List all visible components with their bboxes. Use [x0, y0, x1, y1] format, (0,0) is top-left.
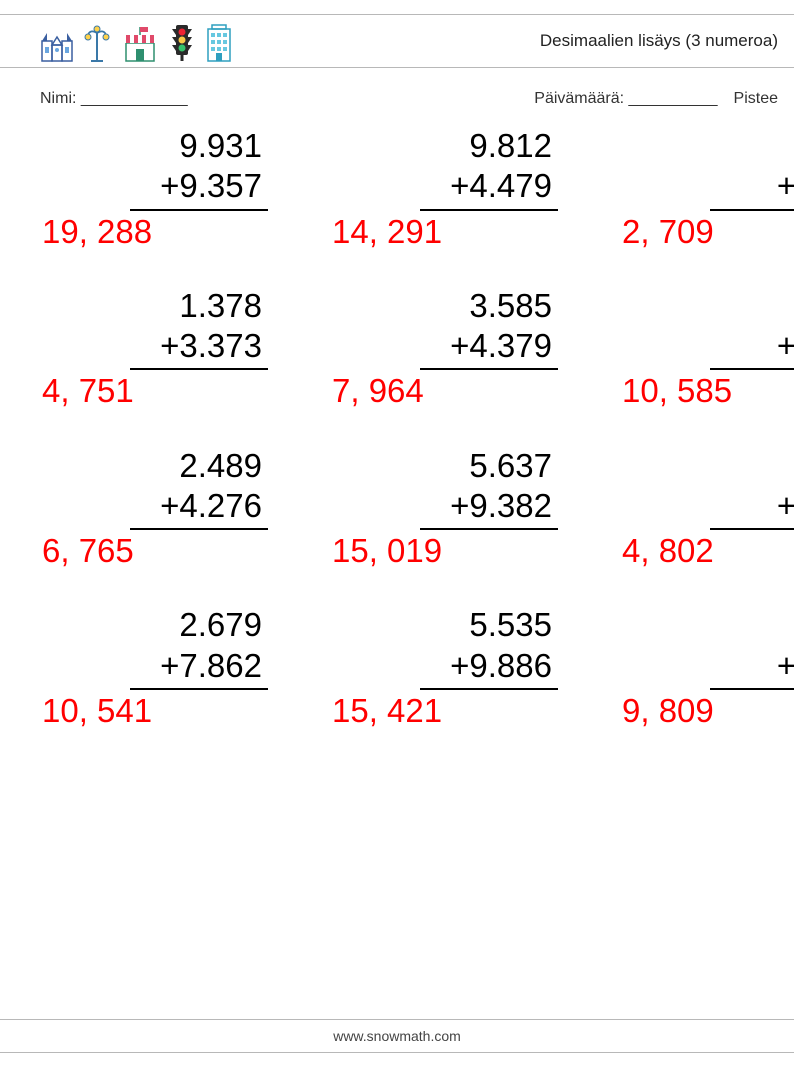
operand-bottom: +4.379 — [330, 326, 580, 366]
traffic-light-icon — [170, 23, 194, 63]
worksheet-page: Desimaalien lisäys (3 numeroa) Nimi: ___… — [0, 14, 794, 1067]
addition-problem: 2.489+4.2766, 765 — [40, 446, 290, 572]
operand-top: 9.931 — [40, 126, 290, 166]
office-building-icon — [204, 23, 234, 63]
operand-bottom: +9.357 — [40, 166, 290, 206]
addition-problem: 9.812+4.479 14, 291 — [330, 126, 580, 252]
date-blank: __________ — [629, 90, 718, 107]
name-blank: ____________ — [81, 90, 188, 107]
operand-top: 5.8 — [620, 286, 794, 326]
operand-top: 3.0 — [620, 605, 794, 645]
icon-strip — [0, 15, 234, 67]
answer: 10, 541 — [40, 690, 290, 731]
operand-top: 1.378 — [40, 286, 290, 326]
meta-row: Nimi: ____________ Päivämäärä: _________… — [0, 68, 794, 108]
score-label: Pistee — [734, 90, 778, 108]
operand-bottom: +9.382 — [330, 486, 580, 526]
church-icon — [40, 23, 74, 63]
operand-top: 0.5 — [620, 126, 794, 166]
addition-problem: 5.637+9.38215, 019 — [330, 446, 580, 572]
date-field: Päivämäärä: __________ — [534, 90, 717, 108]
operand-top: 5.637 — [330, 446, 580, 486]
addition-problem: 3.585+4.3797, 964 — [330, 286, 580, 412]
answer: 4, 751 — [40, 370, 290, 411]
operand-top: 9.812 — [330, 126, 580, 166]
operand-bottom: +6.8 — [620, 646, 794, 686]
addition-problem: 1.378+3.3734, 751 — [40, 286, 290, 412]
footer-url: www.snowmath.com — [0, 1019, 794, 1053]
addition-problem: 5.8+4.610, 585 — [620, 286, 794, 412]
addition-problem: 1.7+3.04, 802 — [620, 446, 794, 572]
streetlight-icon — [84, 23, 110, 63]
answer: 15, 019 — [330, 530, 580, 571]
worksheet-title: Desimaalien lisäys (3 numeroa) — [540, 31, 778, 51]
operand-bottom: +7.862 — [40, 646, 290, 686]
operand-bottom: +3.0 — [620, 486, 794, 526]
operand-bottom: +4.276 — [40, 486, 290, 526]
answer: 2, 709 — [620, 211, 794, 252]
shop-icon — [120, 23, 160, 63]
name-label: Nimi: — [40, 90, 76, 107]
answer: 15, 421 — [330, 690, 580, 731]
name-field: Nimi: ____________ — [40, 90, 188, 108]
operand-top: 5.535 — [330, 605, 580, 645]
operand-top: 1.7 — [620, 446, 794, 486]
operand-top: 2.679 — [40, 605, 290, 645]
addition-problem: 3.0+6.89, 809 — [620, 605, 794, 731]
operand-top: 2.489 — [40, 446, 290, 486]
date-label: Päivämäärä: — [534, 90, 624, 107]
answer: 14, 291 — [330, 211, 580, 252]
addition-problem: 0.5+2.1 2, 709 — [620, 126, 794, 252]
operand-top: 3.585 — [330, 286, 580, 326]
addition-problem: 2.679+7.86210, 541 — [40, 605, 290, 731]
answer: 10, 585 — [620, 370, 794, 411]
addition-problem: 9.931+9.357 19, 288 — [40, 126, 290, 252]
addition-problem: 5.535+9.88615, 421 — [330, 605, 580, 731]
answer: 6, 765 — [40, 530, 290, 571]
answer: 9, 809 — [620, 690, 794, 731]
operand-bottom: +3.373 — [40, 326, 290, 366]
operand-bottom: +4.6 — [620, 326, 794, 366]
operand-bottom: +4.479 — [330, 166, 580, 206]
operand-bottom: +9.886 — [330, 646, 580, 686]
operand-bottom: +2.1 — [620, 166, 794, 206]
answer: 4, 802 — [620, 530, 794, 571]
answer: 19, 288 — [40, 211, 290, 252]
header-bar: Desimaalien lisäys (3 numeroa) — [0, 14, 794, 68]
problem-grid: 9.931+9.35719, 2889.812+4.47914, 2910.5+… — [0, 108, 794, 731]
answer: 7, 964 — [330, 370, 580, 411]
